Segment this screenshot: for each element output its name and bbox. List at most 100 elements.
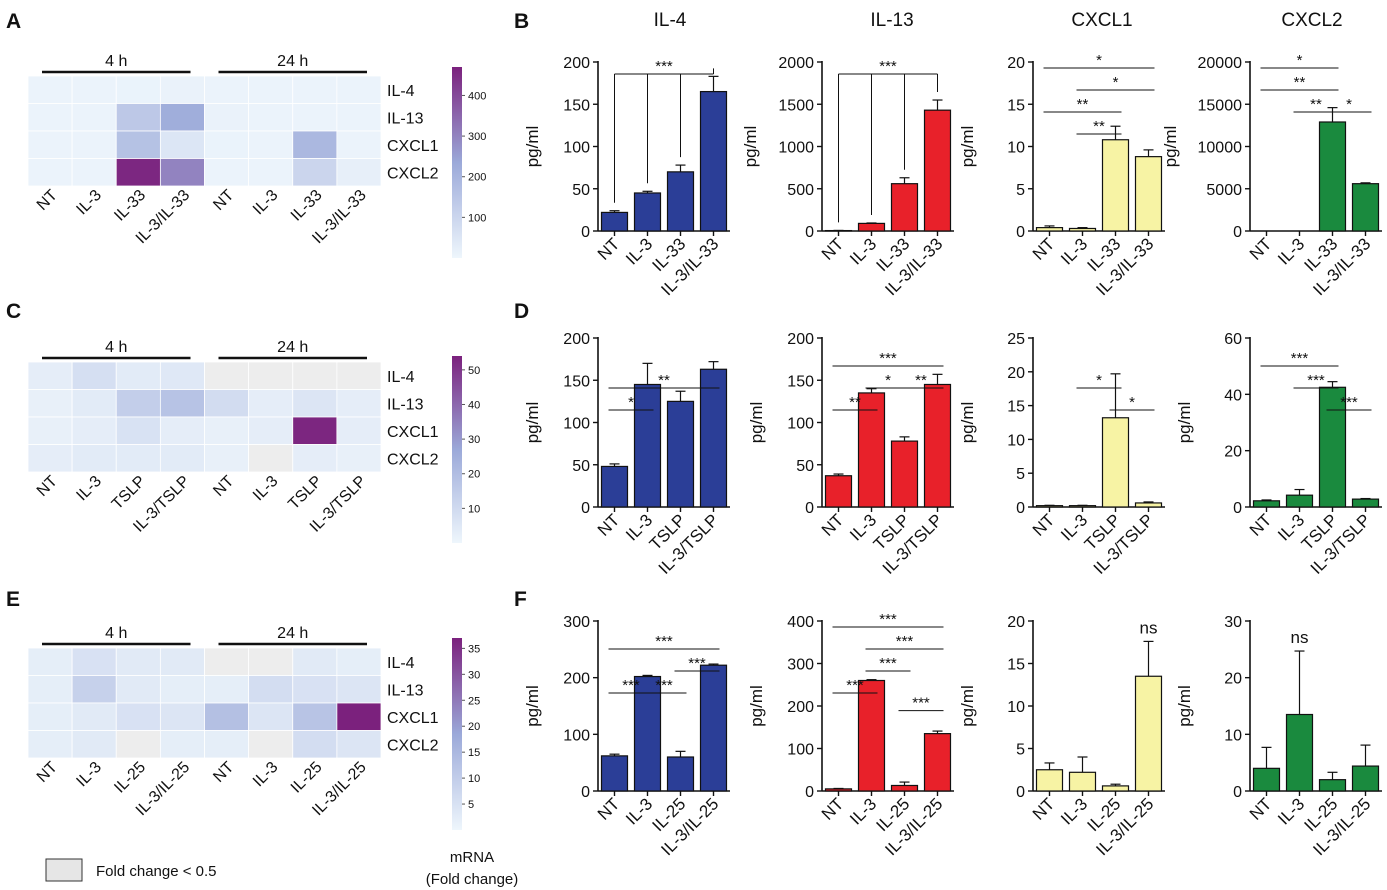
y-tick-label: 100 (563, 416, 590, 433)
x-tick-label: NT (594, 234, 623, 263)
panel-label-a: A (6, 10, 21, 33)
y-tick-label: 0 (805, 784, 814, 801)
colorbar-tick-label: 30 (468, 434, 480, 446)
heatmap-cell (336, 130, 382, 159)
x-tick-label: NT (1246, 234, 1275, 263)
heatmap-cell (292, 647, 338, 676)
heatmap-cell (71, 75, 117, 104)
bar (600, 465, 629, 508)
y-axis-label: pg/ml (523, 402, 542, 444)
heatmap-cell (248, 702, 294, 731)
heatmap-cell (159, 416, 205, 445)
significance-label: *** (879, 350, 897, 367)
significance-label: *** (1291, 350, 1309, 367)
bar (1318, 121, 1347, 232)
y-axis-label: pg/ml (1161, 126, 1180, 168)
bar-chart-b-2: 0500100015002000pg/mlNTIL-3IL-33IL-3/IL-… (741, 55, 954, 299)
heatmap-column-label: IL-3 (250, 187, 282, 219)
heatmap-cell (204, 444, 250, 473)
heatmap-cell (336, 444, 382, 473)
heatmap-cell (248, 416, 294, 445)
heatmap-column-label: IL-3 (250, 759, 282, 791)
y-tick-label: 100 (787, 742, 814, 759)
y-tick-label: 15000 (1198, 97, 1243, 114)
heatmap-row-label: CXCL2 (387, 737, 439, 754)
heatmap-cell (71, 158, 117, 187)
heatmap-cell (115, 444, 161, 473)
y-tick-label: 50 (572, 458, 590, 475)
y-tick-label: 150 (563, 97, 590, 114)
heatmap-cell (336, 675, 382, 704)
x-tick-label: NT (594, 794, 623, 823)
heatmap-cell (292, 103, 338, 132)
x-tick-label: NT (818, 794, 847, 823)
time-label-24h: 24 h (277, 625, 308, 642)
significance-label: ** (1310, 96, 1322, 113)
colorbar-tick-label: 100 (468, 212, 486, 224)
heatmap-row-label: CXCL1 (387, 138, 439, 155)
y-tick-label: 5 (1016, 182, 1025, 199)
bar (699, 664, 728, 792)
bar (1351, 498, 1380, 508)
y-tick-label: 0 (1233, 500, 1242, 517)
bar (890, 440, 919, 508)
significance-label: ** (915, 372, 927, 389)
heatmap-cell (27, 675, 73, 704)
heatmap-cell (27, 361, 73, 390)
bar-chart-d-2: 050100150200pg/mlNTIL-3TSLPIL-3/TSLP****… (747, 331, 954, 578)
heatmap-cell (159, 103, 205, 132)
colorbar-tick-label: 35 (468, 643, 480, 655)
heatmap-cell (292, 130, 338, 159)
significance-label: ns (1291, 628, 1309, 647)
x-tick-label: NT (1029, 234, 1058, 263)
y-axis-label: pg/ml (747, 402, 766, 444)
colorbar-tick-label: 10 (468, 773, 480, 785)
heatmap-cell (204, 730, 250, 759)
y-axis-label: pg/ml (1175, 402, 1194, 444)
significance-label: *** (655, 633, 673, 650)
bar (1101, 785, 1130, 792)
y-axis-label: pg/ml (523, 126, 542, 168)
y-tick-label: 10 (1007, 432, 1025, 449)
heatmap-row-label: IL-4 (387, 655, 415, 672)
heatmap-cell (336, 416, 382, 445)
heatmap-column-label: IL-3 (73, 759, 105, 791)
significance-label: ** (1077, 96, 1089, 113)
heatmap-cell (159, 75, 205, 104)
significance-label: *** (622, 677, 640, 694)
significance-label: ** (1093, 118, 1105, 135)
heatmap-cell (71, 730, 117, 759)
bar (824, 788, 853, 792)
heatmap-cell (204, 416, 250, 445)
y-tick-label: 50 (796, 458, 814, 475)
heatmap-cell (292, 416, 338, 445)
y-tick-label: 0 (1016, 784, 1025, 801)
x-tick-label: NT (818, 234, 847, 263)
y-tick-label: 20000 (1198, 55, 1243, 72)
heatmap-row-label: CXCL2 (387, 165, 439, 182)
heatmap-cell (115, 730, 161, 759)
bar (1351, 765, 1380, 792)
y-tick-label: 30 (1224, 614, 1242, 631)
y-axis-label: pg/ml (747, 685, 766, 727)
colorbar (452, 67, 462, 258)
y-tick-label: 5 (1016, 742, 1025, 759)
significance-label: *** (688, 655, 706, 672)
heatmap-row-label: CXCL1 (387, 710, 439, 727)
y-tick-label: 1500 (778, 97, 814, 114)
heatmap-column-label: NT (210, 759, 237, 786)
bar (890, 784, 919, 792)
y-axis-label: pg/ml (741, 126, 760, 168)
y-axis-label: pg/ml (1175, 685, 1194, 727)
bar (1285, 494, 1314, 508)
significance-label: *** (879, 58, 897, 75)
significance-label: *** (655, 58, 673, 75)
heatmap-cell (248, 675, 294, 704)
significance-label: ** (849, 394, 861, 411)
heatmap-column-label: IL-25 (288, 759, 326, 797)
bar (666, 756, 695, 792)
